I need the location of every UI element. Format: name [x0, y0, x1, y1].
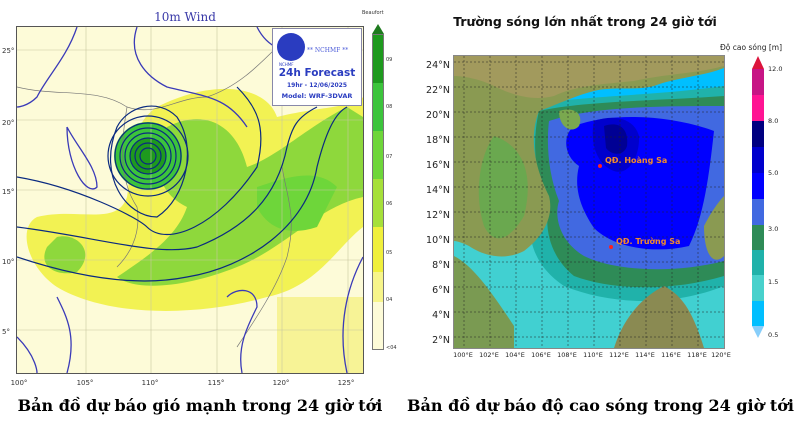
legend-swatch — [373, 272, 383, 302]
legend-tick: 12.0 — [768, 65, 783, 73]
lat-tick: 20° — [2, 119, 15, 127]
lon-tick: 110°E — [583, 351, 603, 359]
lat-tick: 10° — [2, 258, 15, 266]
lat-tick: 10°N — [426, 235, 450, 246]
lon-tick: 108°E — [557, 351, 577, 359]
legend-swatch — [752, 95, 764, 121]
lat-tick: 4°N — [432, 310, 450, 321]
lon-tick: 100°E — [453, 351, 473, 359]
lat-tick: 25° — [2, 47, 15, 55]
logo-subtext: NCHMF — [279, 62, 294, 67]
lon-tick: 115° — [207, 379, 225, 387]
wave-legend-title: Độ cao sóng [m] — [720, 43, 783, 52]
lon-tick: 105° — [76, 379, 94, 387]
legend-arrow-icon — [372, 24, 384, 34]
agency-name: ** NCHMF ** — [307, 47, 349, 54]
legend-swatch — [752, 225, 764, 250]
forecast-info-box: ** NCHMF ** NCHMF 24h Forecast 19hr - 12… — [272, 28, 362, 106]
legend-swatch — [752, 250, 764, 275]
wind-forecast-panel: 10m Wind 25° 20° 15° 10° 5° — [0, 0, 400, 425]
forecast-time: 19hr - 12/06/2025 — [286, 82, 348, 89]
legend-tick: 5.0 — [768, 169, 779, 177]
lon-tick: 125° — [337, 379, 355, 387]
forecast-model: Model: WRF-3DVAR — [281, 92, 353, 100]
legend-swatch — [752, 275, 764, 301]
lon-tick: 116°E — [661, 351, 681, 359]
wave-map-title: Trường sóng lớn nhất trong 24 giờ tới — [453, 14, 717, 29]
lat-tick: 2°N — [432, 335, 450, 346]
lat-tick: 24°N — [426, 60, 450, 71]
legend-tick: 08 — [386, 104, 393, 110]
wave-map-caption: Bản đồ dự báo độ cao sóng trong 24 giờ t… — [407, 396, 794, 415]
lon-tick: 120°E — [711, 351, 731, 359]
lat-tick: 18°N — [426, 135, 450, 146]
wave-colorbar — [752, 69, 764, 326]
legend-tick: 0.5 — [768, 331, 779, 339]
lon-tick: 120° — [272, 379, 290, 387]
legend-swatch — [752, 147, 764, 173]
lat-tick: 15° — [2, 188, 15, 196]
wind-map-title: 10m Wind — [154, 10, 216, 24]
legend-over-arrow-icon — [752, 56, 764, 69]
legend-tick: 04 — [386, 297, 393, 303]
legend-tick: 05 — [386, 250, 393, 256]
lon-tick: 110° — [141, 379, 159, 387]
forecast-title: 24h Forecast — [278, 67, 356, 79]
nchmf-logo-icon — [277, 33, 305, 61]
legend-swatch — [752, 301, 764, 326]
legend-swatch — [752, 121, 764, 147]
lon-tick: 118°E — [687, 351, 707, 359]
legend-tick: <04 — [386, 345, 397, 351]
lat-tick: 14°N — [426, 185, 450, 196]
wind-field-graphic — [17, 27, 363, 373]
beaufort-legend-title: Beaufort — [362, 10, 384, 16]
legend-swatch — [373, 227, 383, 272]
wind-map-caption: Bản đồ dự báo gió mạnh trong 24 giờ tới — [17, 396, 383, 415]
lon-tick: 104°E — [505, 351, 525, 359]
lat-tick: 16°N — [426, 160, 450, 171]
lat-tick: 8°N — [432, 260, 450, 271]
wave-height-map: QĐ. Hoàng Sa QĐ. Trường Sa — [453, 55, 725, 349]
legend-swatch — [373, 35, 383, 83]
lon-tick: 114°E — [635, 351, 655, 359]
legend-swatch — [373, 83, 383, 131]
lon-tick: 106°E — [531, 351, 551, 359]
legend-swatch — [373, 131, 383, 179]
legend-swatch — [752, 69, 764, 95]
lon-tick: 112°E — [609, 351, 629, 359]
lat-tick: 22°N — [426, 85, 450, 96]
wave-forecast-panel: Trường sóng lớn nhất trong 24 giờ tới 24… — [400, 0, 801, 425]
lon-tick: 100° — [10, 379, 28, 387]
legend-tick: 09 — [386, 57, 393, 63]
lat-tick: 5° — [2, 328, 10, 336]
legend-swatch — [752, 199, 764, 225]
legend-tick: 07 — [386, 154, 393, 160]
legend-tick: 06 — [386, 201, 393, 207]
lat-tick: 12°N — [426, 210, 450, 221]
beaufort-colorbar — [372, 34, 384, 350]
wave-field-graphic — [454, 56, 724, 348]
legend-under-arrow-icon — [752, 326, 764, 338]
truong-sa-label: QĐ. Trường Sa — [616, 237, 681, 246]
hoang-sa-marker-icon — [598, 164, 602, 168]
legend-swatch — [752, 173, 764, 199]
legend-tick: 8.0 — [768, 117, 779, 125]
lat-tick: 20°N — [426, 110, 450, 121]
hoang-sa-label: QĐ. Hoàng Sa — [605, 156, 668, 165]
lon-tick: 102°E — [479, 351, 499, 359]
legend-tick: 3.0 — [768, 225, 779, 233]
lat-tick: 6°N — [432, 285, 450, 296]
legend-tick: 1.5 — [768, 278, 779, 286]
legend-swatch — [373, 302, 383, 349]
legend-swatch — [373, 179, 383, 227]
truong-sa-marker-icon — [609, 245, 613, 249]
